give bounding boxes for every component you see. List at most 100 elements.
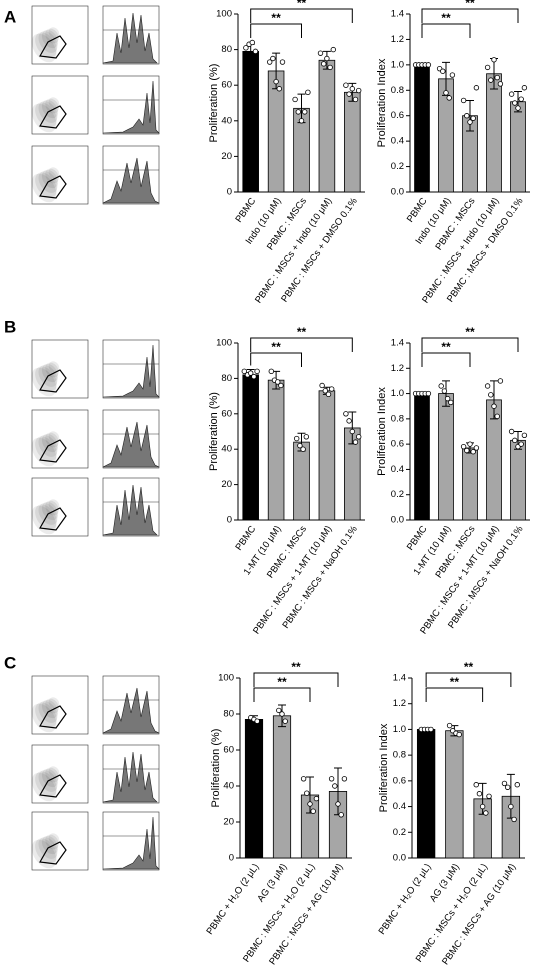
scatter-density bbox=[48, 27, 60, 39]
data-point bbox=[488, 77, 494, 83]
data-point bbox=[464, 113, 470, 119]
data-point bbox=[521, 432, 528, 438]
bar bbox=[242, 374, 259, 521]
y-tick-label: 0 bbox=[227, 187, 232, 198]
bar bbox=[445, 730, 464, 859]
y-tick-label: 0.8 bbox=[391, 85, 404, 96]
data-point bbox=[444, 395, 451, 402]
bar bbox=[267, 379, 285, 521]
data-point bbox=[476, 791, 483, 797]
y-axis-label: Proliferation Index bbox=[376, 387, 388, 476]
data-point bbox=[484, 64, 491, 71]
data-point bbox=[512, 437, 518, 444]
data-point bbox=[460, 443, 467, 450]
significance-bracket bbox=[421, 352, 471, 367]
scatter-density bbox=[45, 432, 59, 448]
data-point bbox=[295, 109, 301, 115]
data-point bbox=[470, 449, 476, 455]
flow-plot-group bbox=[31, 75, 160, 135]
scatter-density bbox=[48, 766, 60, 778]
y-tick-label: 1.2 bbox=[391, 34, 404, 45]
data-point bbox=[310, 808, 316, 814]
scatter-density bbox=[45, 168, 59, 184]
data-point bbox=[483, 810, 489, 816]
bar bbox=[414, 64, 430, 193]
scatter-density bbox=[41, 363, 59, 383]
gate bbox=[39, 35, 67, 59]
data-point bbox=[467, 441, 473, 447]
histogram bbox=[102, 12, 158, 64]
data-point bbox=[276, 707, 282, 714]
y-tick-label: 100 bbox=[216, 338, 232, 349]
data-point bbox=[501, 780, 508, 787]
y-tick-label: 0.0 bbox=[391, 187, 404, 198]
y-tick-label: 0.4 bbox=[391, 136, 404, 147]
data-point bbox=[279, 711, 285, 717]
histogram bbox=[102, 80, 160, 134]
data-point bbox=[473, 782, 479, 788]
histogram bbox=[102, 344, 160, 398]
y-tick-label: 1.0 bbox=[393, 724, 406, 735]
gate bbox=[39, 507, 67, 531]
histogram bbox=[102, 421, 160, 468]
scatter-density bbox=[45, 500, 59, 516]
flow-plot-group bbox=[31, 811, 160, 871]
data-point bbox=[508, 428, 515, 435]
significance-label: ** bbox=[271, 340, 281, 354]
data-point bbox=[515, 105, 521, 111]
gate bbox=[39, 369, 67, 393]
flow-plot-group bbox=[31, 675, 160, 735]
gate bbox=[39, 175, 67, 199]
y-tick-label: 60 bbox=[221, 408, 232, 419]
y-axis-label: Proliferation (%) bbox=[208, 64, 220, 143]
data-point bbox=[300, 446, 306, 452]
scatter-density bbox=[41, 501, 59, 521]
scatter-density bbox=[45, 834, 59, 850]
data-point bbox=[307, 801, 313, 807]
data-point bbox=[278, 382, 284, 389]
data-point bbox=[341, 776, 348, 782]
data-point bbox=[276, 86, 282, 92]
histogram bbox=[102, 816, 160, 870]
data-point bbox=[338, 812, 344, 818]
data-point bbox=[511, 816, 517, 823]
data-point bbox=[243, 45, 249, 51]
y-tick-label: 1.2 bbox=[391, 363, 404, 374]
significance-bracket bbox=[250, 352, 302, 367]
y-tick-label: 60 bbox=[223, 745, 234, 756]
significance-bracket bbox=[253, 687, 311, 702]
data-point bbox=[325, 391, 332, 398]
y-tick-label: 80 bbox=[221, 373, 232, 384]
data-point bbox=[470, 115, 476, 121]
data-point bbox=[282, 718, 288, 724]
data-point bbox=[521, 85, 528, 91]
data-point bbox=[428, 726, 434, 733]
significance-label: ** bbox=[441, 340, 451, 354]
data-point bbox=[303, 434, 309, 440]
data-point bbox=[352, 96, 359, 103]
error-bar bbox=[466, 99, 474, 132]
data-point bbox=[343, 82, 349, 88]
significance-bracket bbox=[421, 23, 471, 38]
y-tick-label: 1.4 bbox=[391, 338, 404, 349]
scatter-density bbox=[41, 99, 59, 119]
y-axis-label: Proliferation Index bbox=[378, 723, 390, 812]
significance-bracket bbox=[250, 337, 353, 352]
x-tick-label: PBMC + H₂O (2 μL) bbox=[377, 862, 434, 937]
data-point bbox=[251, 373, 257, 380]
y-tick-label: 0.4 bbox=[391, 464, 404, 475]
data-point bbox=[484, 383, 491, 389]
gate bbox=[39, 439, 67, 463]
y-tick-label: 60 bbox=[221, 80, 232, 91]
data-point bbox=[504, 784, 511, 790]
data-point bbox=[343, 411, 349, 417]
data-point bbox=[449, 72, 456, 78]
significance-bracket bbox=[425, 672, 512, 687]
histogram bbox=[102, 751, 158, 803]
scatter-density bbox=[48, 833, 60, 845]
data-point bbox=[349, 428, 355, 435]
data-point bbox=[335, 801, 341, 807]
bar bbox=[318, 390, 336, 521]
data-point bbox=[356, 87, 362, 94]
significance-label: ** bbox=[297, 0, 307, 10]
